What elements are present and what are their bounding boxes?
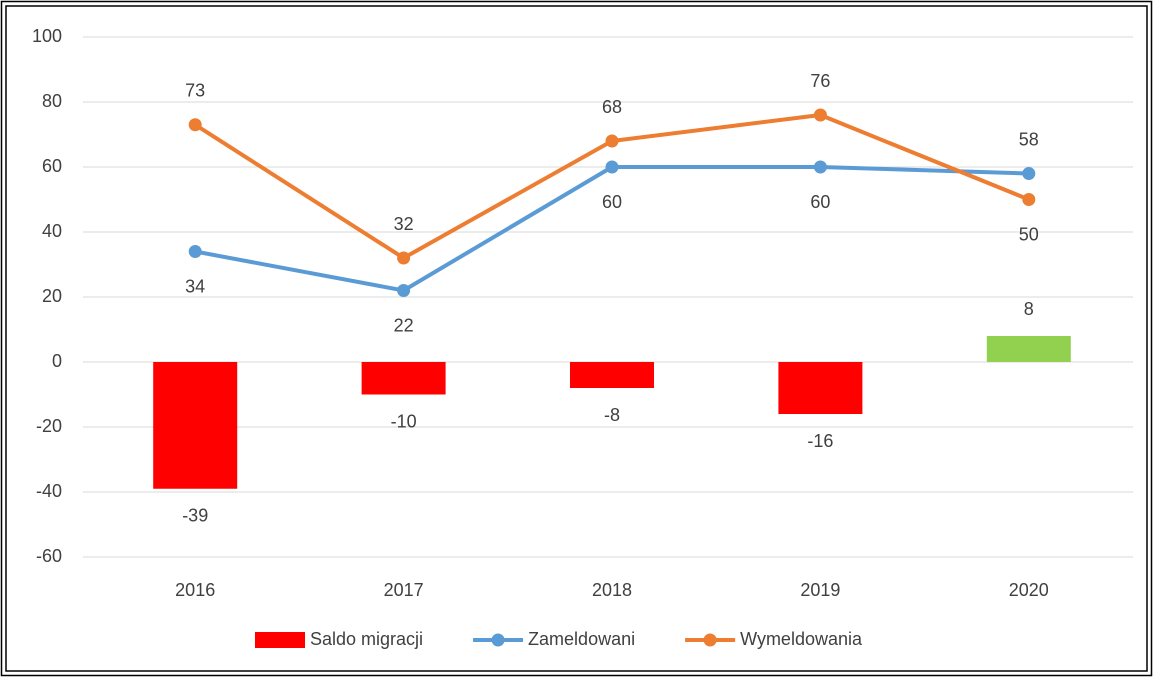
data-label: 50 xyxy=(1019,224,1039,244)
line-marker xyxy=(813,108,827,122)
inner-frame xyxy=(5,5,1148,672)
data-label: 68 xyxy=(602,97,622,117)
data-label: -16 xyxy=(807,431,833,451)
bar xyxy=(361,362,446,395)
y-tick-label: 100 xyxy=(32,26,62,46)
y-tick-label: 80 xyxy=(42,91,62,111)
y-tick-label: 20 xyxy=(42,286,62,306)
x-tick-label: 2017 xyxy=(384,580,424,600)
legend-label: Saldo migracji xyxy=(310,629,423,649)
y-tick-label: 60 xyxy=(42,156,62,176)
data-label: 8 xyxy=(1024,299,1034,319)
bar xyxy=(153,362,238,489)
y-tick-label: 40 xyxy=(42,221,62,241)
line-marker xyxy=(605,160,619,174)
legend-swatch xyxy=(491,633,505,647)
legend-swatch xyxy=(703,633,717,647)
line-marker xyxy=(397,284,411,297)
data-label: -10 xyxy=(391,411,417,431)
y-tick-label: -20 xyxy=(36,416,62,436)
y-tick-label: -40 xyxy=(36,481,62,501)
data-label: 34 xyxy=(185,276,205,296)
x-tick-label: 2016 xyxy=(175,580,215,600)
line-marker xyxy=(1022,167,1036,180)
y-tick-label: -60 xyxy=(36,546,62,566)
bar xyxy=(778,362,863,414)
data-label: -39 xyxy=(182,506,208,526)
line-marker xyxy=(813,160,827,174)
x-tick-label: 2020 xyxy=(1009,580,1049,600)
line-marker xyxy=(1022,193,1036,206)
line xyxy=(194,165,1029,293)
bar xyxy=(570,362,654,388)
data-label: 60 xyxy=(602,192,622,212)
bar xyxy=(986,336,1071,362)
line-marker xyxy=(397,251,411,265)
data-label: 22 xyxy=(394,315,414,335)
data-label: 32 xyxy=(394,214,414,234)
legend-swatch xyxy=(255,632,305,648)
data-label: 60 xyxy=(810,192,830,212)
line-marker xyxy=(605,134,619,148)
data-label: 76 xyxy=(810,71,830,91)
data-label: 58 xyxy=(1019,129,1039,149)
legend-label: Zameldowani xyxy=(528,629,635,649)
x-tick-label: 2018 xyxy=(592,580,632,600)
data-label: 73 xyxy=(185,81,205,101)
data-label: -8 xyxy=(604,405,620,425)
legend-label: Wymeldowania xyxy=(740,629,863,649)
y-tick-label: 0 xyxy=(52,351,62,371)
line-marker xyxy=(188,118,202,132)
line-marker xyxy=(188,245,202,258)
x-tick-label: 2019 xyxy=(800,580,840,600)
